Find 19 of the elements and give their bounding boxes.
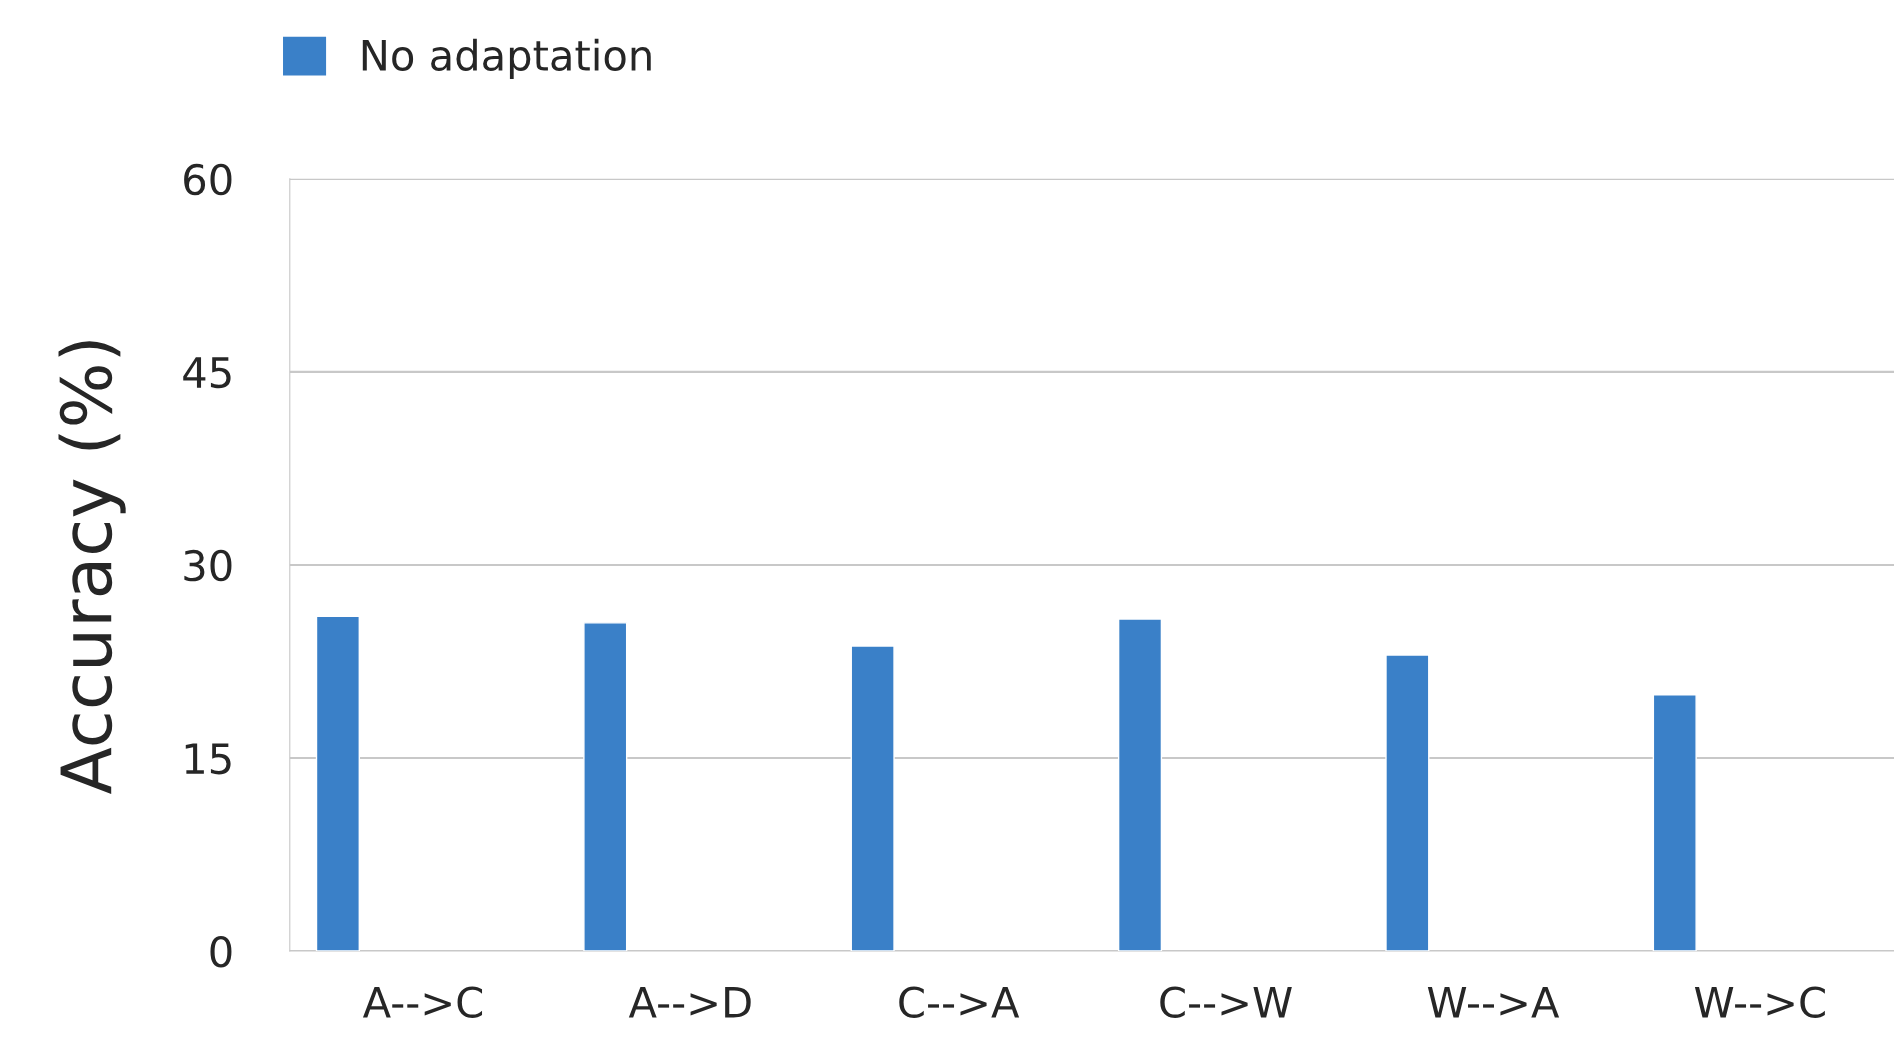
bar: [850, 645, 895, 952]
bar: [1385, 654, 1430, 952]
legend-label: No adaptation: [362, 38, 651, 80]
x-tick-label: C-->A: [899, 986, 1020, 1018]
y-tick-label: 30: [184, 549, 232, 582]
bar: [315, 615, 360, 952]
y-tick-label: 0: [210, 935, 232, 968]
y-tick-label: 60: [184, 163, 232, 196]
y-tick-label: 15: [185, 743, 231, 775]
x-tick-label: A-->C: [362, 986, 483, 1018]
bar: [1652, 694, 1697, 952]
bar: [1117, 618, 1163, 952]
x-tick-label: W-->C: [1694, 986, 1825, 1018]
y-tick-label: 45: [183, 357, 231, 389]
x-tick-label: C-->W: [1160, 986, 1292, 1018]
y-axis-title: Accuracy (%): [58, 341, 126, 795]
x-tick-label: W-->A: [1427, 987, 1560, 1018]
bar: [583, 622, 628, 952]
x-tick-label: A-->D: [628, 987, 751, 1018]
